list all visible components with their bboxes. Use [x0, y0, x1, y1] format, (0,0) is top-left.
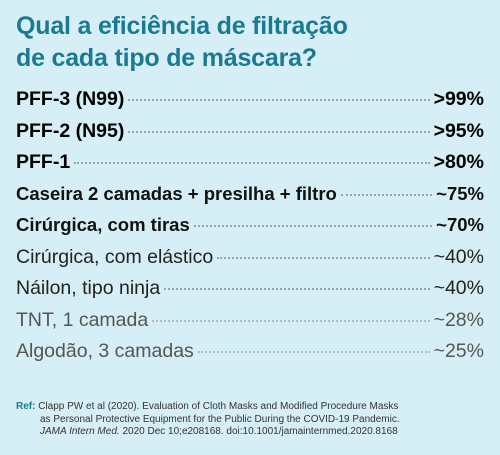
reference-label: Ref:: [16, 401, 36, 412]
item-label: PFF-2 (N95): [16, 119, 125, 142]
reference-line-3: JAMA Intern Med. 2020 Dec 10;e208168. do…: [16, 426, 486, 439]
list-item-caseira: Caseira 2 camadas + presilha + filtro ~7…: [16, 183, 484, 215]
list-item-cirurgica-tiras: Cirúrgica, com tiras ~70%: [16, 214, 484, 246]
dot-leader: [217, 256, 430, 259]
title-line-1: Qual a eficiência de filtração: [16, 12, 348, 40]
item-value: ~70%: [436, 214, 484, 235]
list-item-pff3: PFF-3 (N99) >99%: [16, 88, 484, 120]
title-line-2: de cada tipo de máscara?: [16, 44, 317, 72]
reference-journal: JAMA Intern Med.: [40, 426, 120, 437]
dot-leader: [193, 225, 433, 227]
item-label: Cirúrgica, com tiras: [16, 214, 190, 235]
list-item-cirurgica-elastico: Cirúrgica, com elástico ~40%: [16, 246, 484, 278]
item-value: ~40%: [433, 245, 484, 268]
dot-leader: [128, 99, 430, 101]
reference-citation: 2020 Dec 10;e208168. doi:10.1001/jamaint…: [119, 426, 398, 437]
item-value: >99%: [433, 88, 484, 110]
item-value: >80%: [433, 151, 484, 173]
efficiency-list: PFF-3 (N99) >99% PFF-2 (N95) >95% PFF-1 …: [16, 88, 484, 372]
item-label: Caseira 2 camadas + presilha + filtro: [16, 182, 337, 204]
reference-line-2: as Personal Protective Equipment for the…: [40, 413, 400, 425]
item-value: ~28%: [433, 308, 484, 331]
item-value: ~40%: [433, 277, 484, 299]
reference-line-1: Clapp PW et al (2020). Evaluation of Clo…: [38, 401, 399, 412]
reference: Ref: Clapp PW et al (2020). Evaluation o…: [16, 401, 486, 439]
dot-leader: [128, 130, 430, 133]
list-item-algodao: Algodão, 3 camadas ~25%: [16, 340, 484, 372]
item-label: Algodão, 3 camadas: [16, 340, 194, 362]
list-item-pff1: PFF-1 >80%: [16, 151, 484, 183]
list-item-pff2: PFF-2 (N95) >95%: [16, 120, 484, 152]
item-label: PFF-1: [16, 151, 71, 173]
dot-leader: [152, 319, 430, 322]
item-label: Cirúrgica, com elástico: [16, 245, 214, 268]
dot-leader: [340, 193, 433, 196]
page-title: Qual a eficiência de filtração de cada t…: [16, 10, 484, 74]
item-label: PFF-3 (N99): [16, 88, 125, 110]
dot-leader: [197, 351, 430, 353]
item-value: ~75%: [436, 182, 484, 204]
item-label: TNT, 1 camada: [16, 308, 149, 331]
item-value: ~25%: [433, 340, 484, 362]
list-item-nailon: Náilon, tipo ninja ~40%: [16, 277, 484, 309]
list-item-tnt: TNT, 1 camada ~28%: [16, 309, 484, 341]
dot-leader: [74, 162, 430, 164]
item-value: >95%: [433, 119, 484, 142]
item-label: Náilon, tipo ninja: [16, 277, 161, 299]
dot-leader: [164, 288, 430, 290]
